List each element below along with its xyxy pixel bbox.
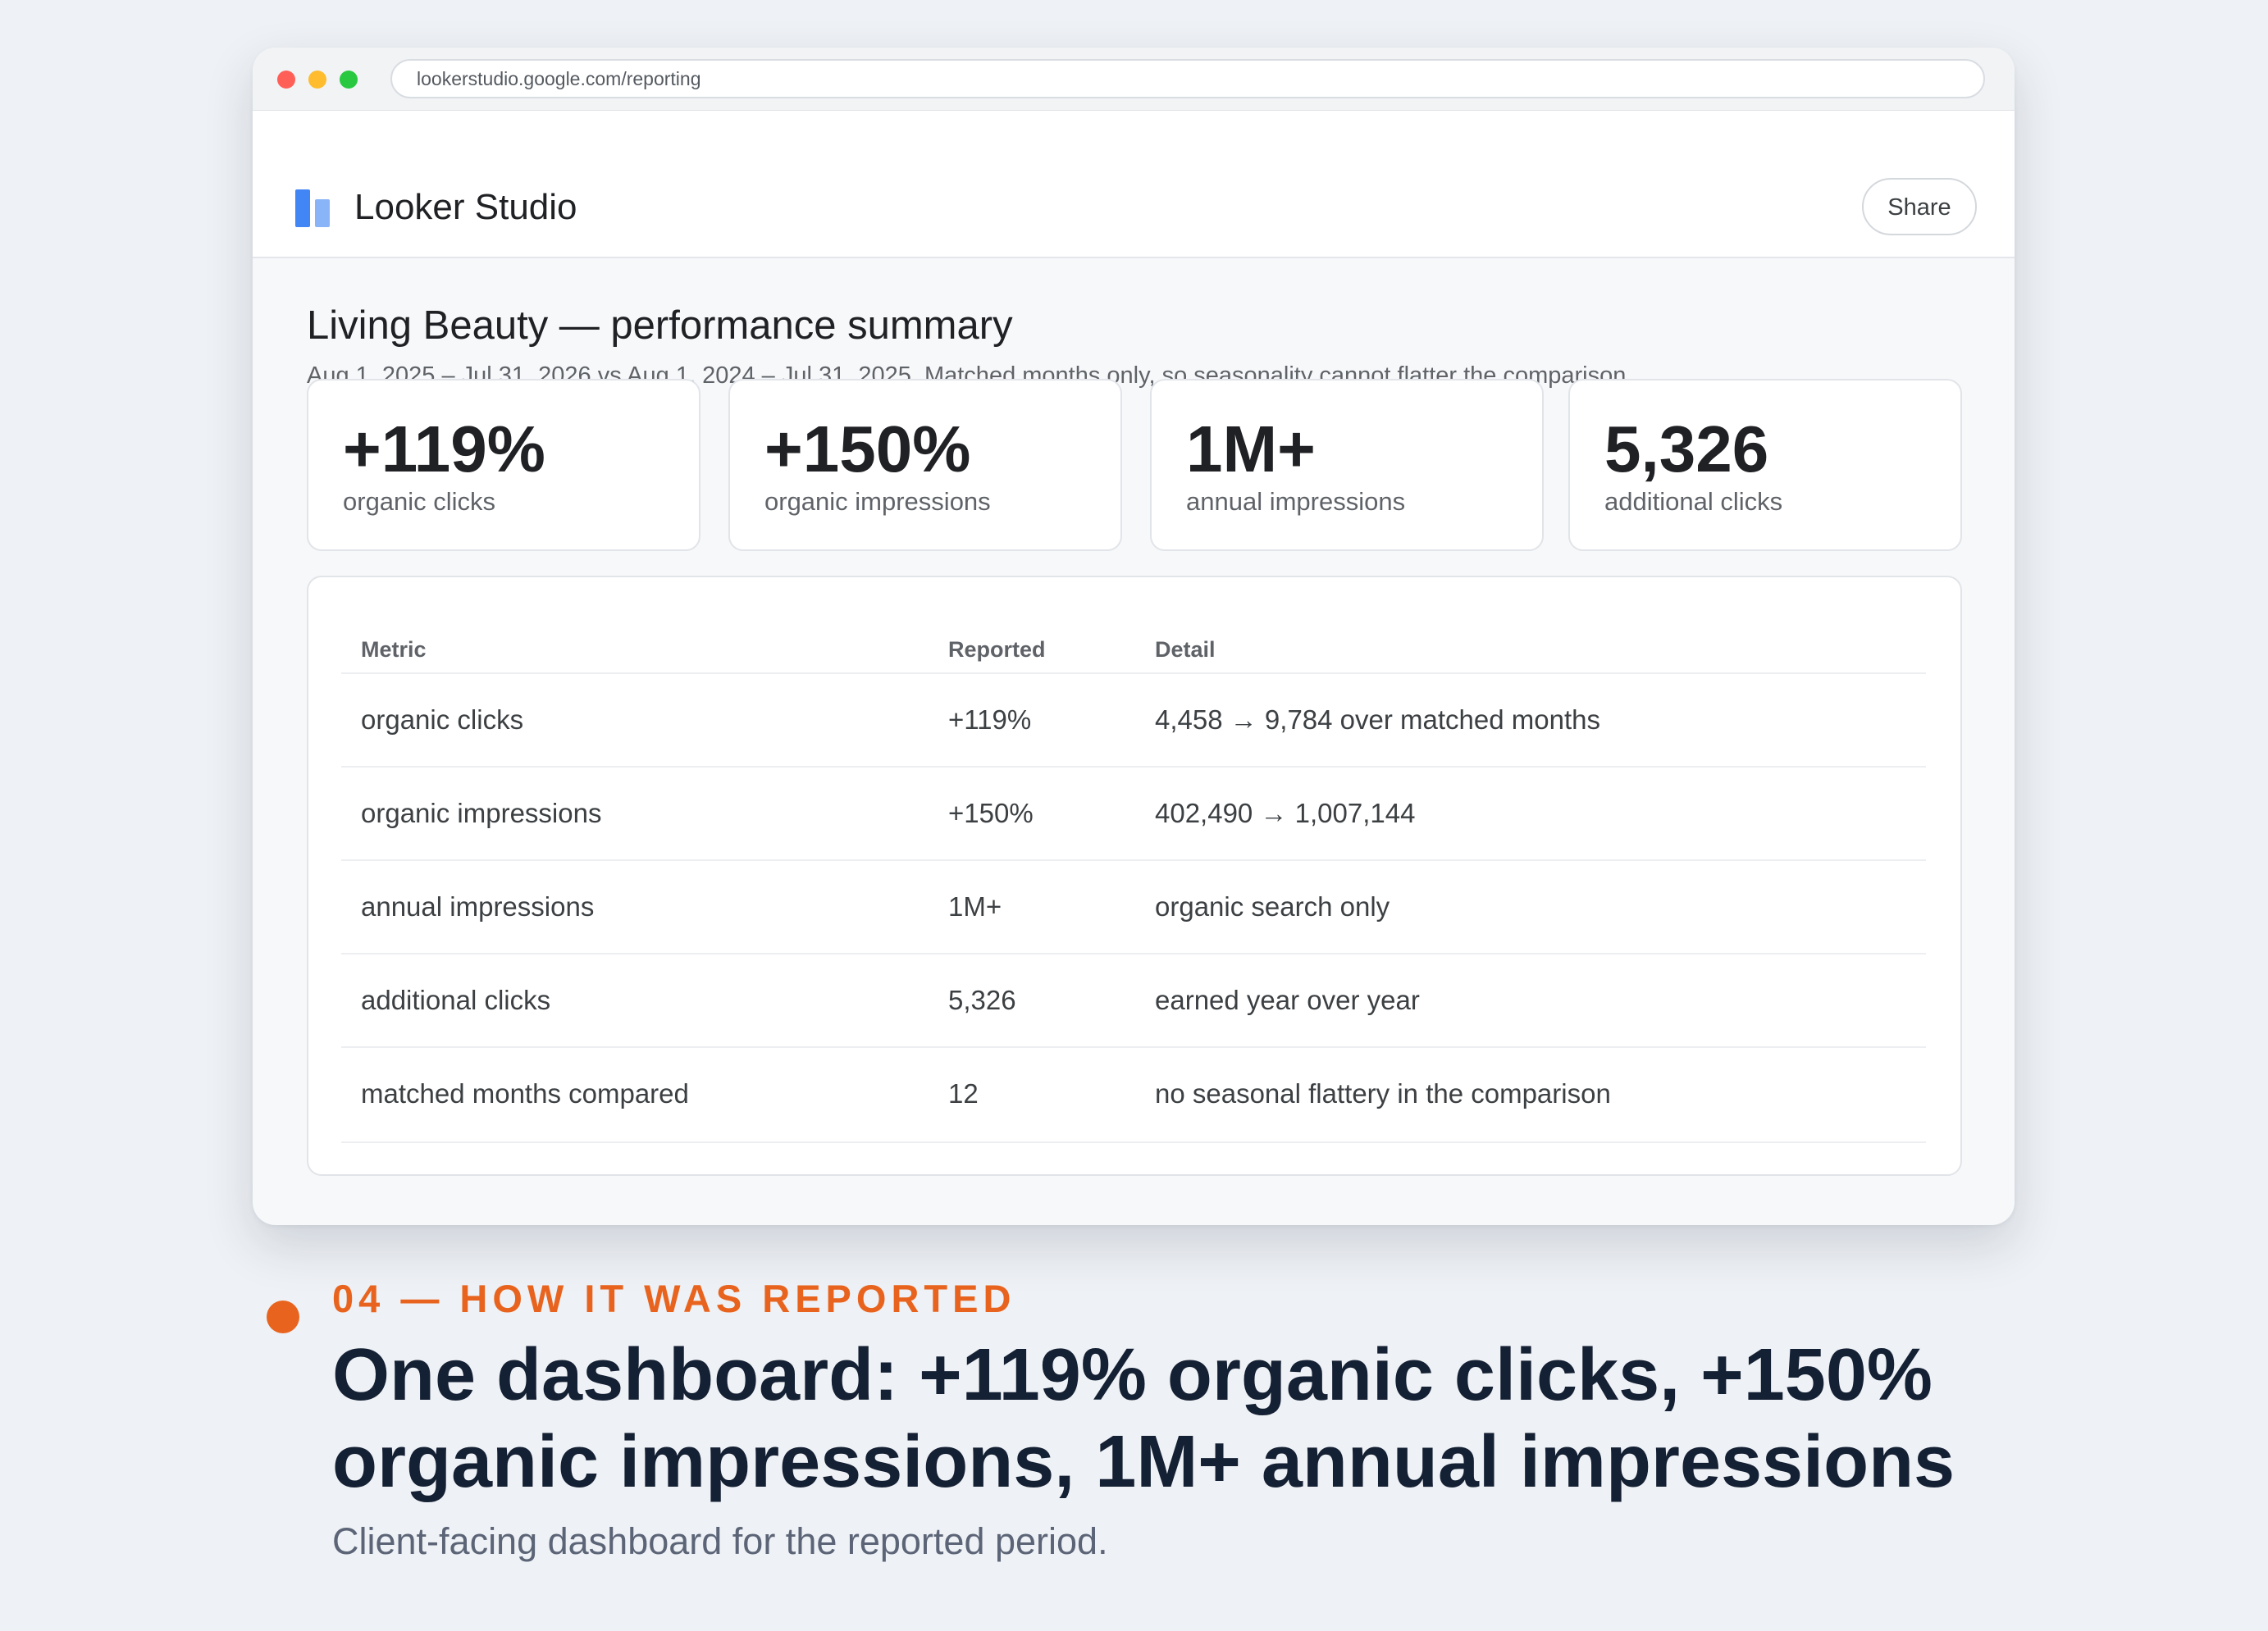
logo-bar-tall xyxy=(295,189,310,227)
section-eyebrow: 04 — HOW IT WAS REPORTED xyxy=(332,1277,1016,1320)
app-name: Looker Studio xyxy=(354,187,577,227)
report-title: Living Beauty — performance summary xyxy=(307,303,1013,348)
section-headline: One dashboard: +119% organic clicks, +15… xyxy=(332,1334,1955,1503)
kpi-card-annual-impressions: 1M+ annual impressions xyxy=(1150,379,1544,551)
kpi-card-organic-clicks: +119% organic clicks xyxy=(307,379,700,551)
minimize-window-dot[interactable] xyxy=(308,71,326,89)
detail-cell: earned year over year xyxy=(1155,985,1420,1015)
detail-cell: 402,490 → 1,007,144 xyxy=(1155,798,1416,828)
kpi-label: annual impressions xyxy=(1186,487,1406,516)
kpi-card-additional-clicks: 5,326 additional clicks xyxy=(1568,379,1962,551)
column-header-reported[interactable]: Reported xyxy=(948,637,1046,662)
looker-studio-logo-icon xyxy=(295,189,333,227)
table-row: organic clicks +119% 4,458 → 9,784 over … xyxy=(341,672,1926,768)
metric-cell: matched months compared xyxy=(361,1078,689,1109)
reported-cell: 5,326 xyxy=(948,985,1016,1015)
share-button[interactable]: Share xyxy=(1862,178,1977,235)
reported-cell: +119% xyxy=(948,704,1032,735)
column-header-detail[interactable]: Detail xyxy=(1155,637,1216,662)
kpi-value: 5,326 xyxy=(1604,412,1769,485)
table-row: additional clicks 5,326 earned year over… xyxy=(341,953,1926,1048)
close-window-dot[interactable] xyxy=(277,71,295,89)
app-header: Looker Studio Share xyxy=(253,111,2015,258)
kpi-card-organic-impressions: +150% organic impressions xyxy=(728,379,1122,551)
kpi-value: +150% xyxy=(764,412,971,485)
metric-cell: annual impressions xyxy=(361,891,595,922)
metric-cell: organic impressions xyxy=(361,798,602,828)
section-caption: Client-facing dashboard for the reported… xyxy=(332,1520,1108,1562)
maximize-window-dot[interactable] xyxy=(340,71,358,89)
kpi-label: additional clicks xyxy=(1604,487,1783,516)
detail-cell: organic search only xyxy=(1155,891,1390,922)
reported-cell: +150% xyxy=(948,798,1034,828)
logo-bar-short xyxy=(315,199,330,227)
detail-cell: 4,458 → 9,784 over matched months xyxy=(1155,704,1600,735)
metrics-table: Metric Reported Detail organic clicks +1… xyxy=(307,576,1962,1176)
browser-window: lookerstudio.google.com/reporting Looker… xyxy=(253,48,2015,1225)
kpi-label: organic impressions xyxy=(764,487,991,516)
address-bar[interactable]: lookerstudio.google.com/reporting xyxy=(390,59,1985,98)
metric-cell: additional clicks xyxy=(361,985,551,1015)
browser-chrome: lookerstudio.google.com/reporting xyxy=(253,48,2015,111)
kpi-value: +119% xyxy=(343,412,545,485)
table-row: matched months compared 12 no seasonal f… xyxy=(341,1046,1926,1143)
detail-cell: no seasonal flattery in the comparison xyxy=(1155,1078,1611,1109)
kpi-label: organic clicks xyxy=(343,487,496,516)
reported-cell: 1M+ xyxy=(948,891,1002,922)
table-row: organic impressions +150% 402,490 → 1,00… xyxy=(341,766,1926,861)
kpi-value: 1M+ xyxy=(1186,412,1316,485)
table-row: annual impressions 1M+ organic search on… xyxy=(341,859,1926,954)
column-header-metric[interactable]: Metric xyxy=(361,637,427,662)
section-bullet-icon xyxy=(267,1301,299,1333)
metric-cell: organic clicks xyxy=(361,704,524,735)
reported-cell: 12 xyxy=(948,1078,979,1109)
